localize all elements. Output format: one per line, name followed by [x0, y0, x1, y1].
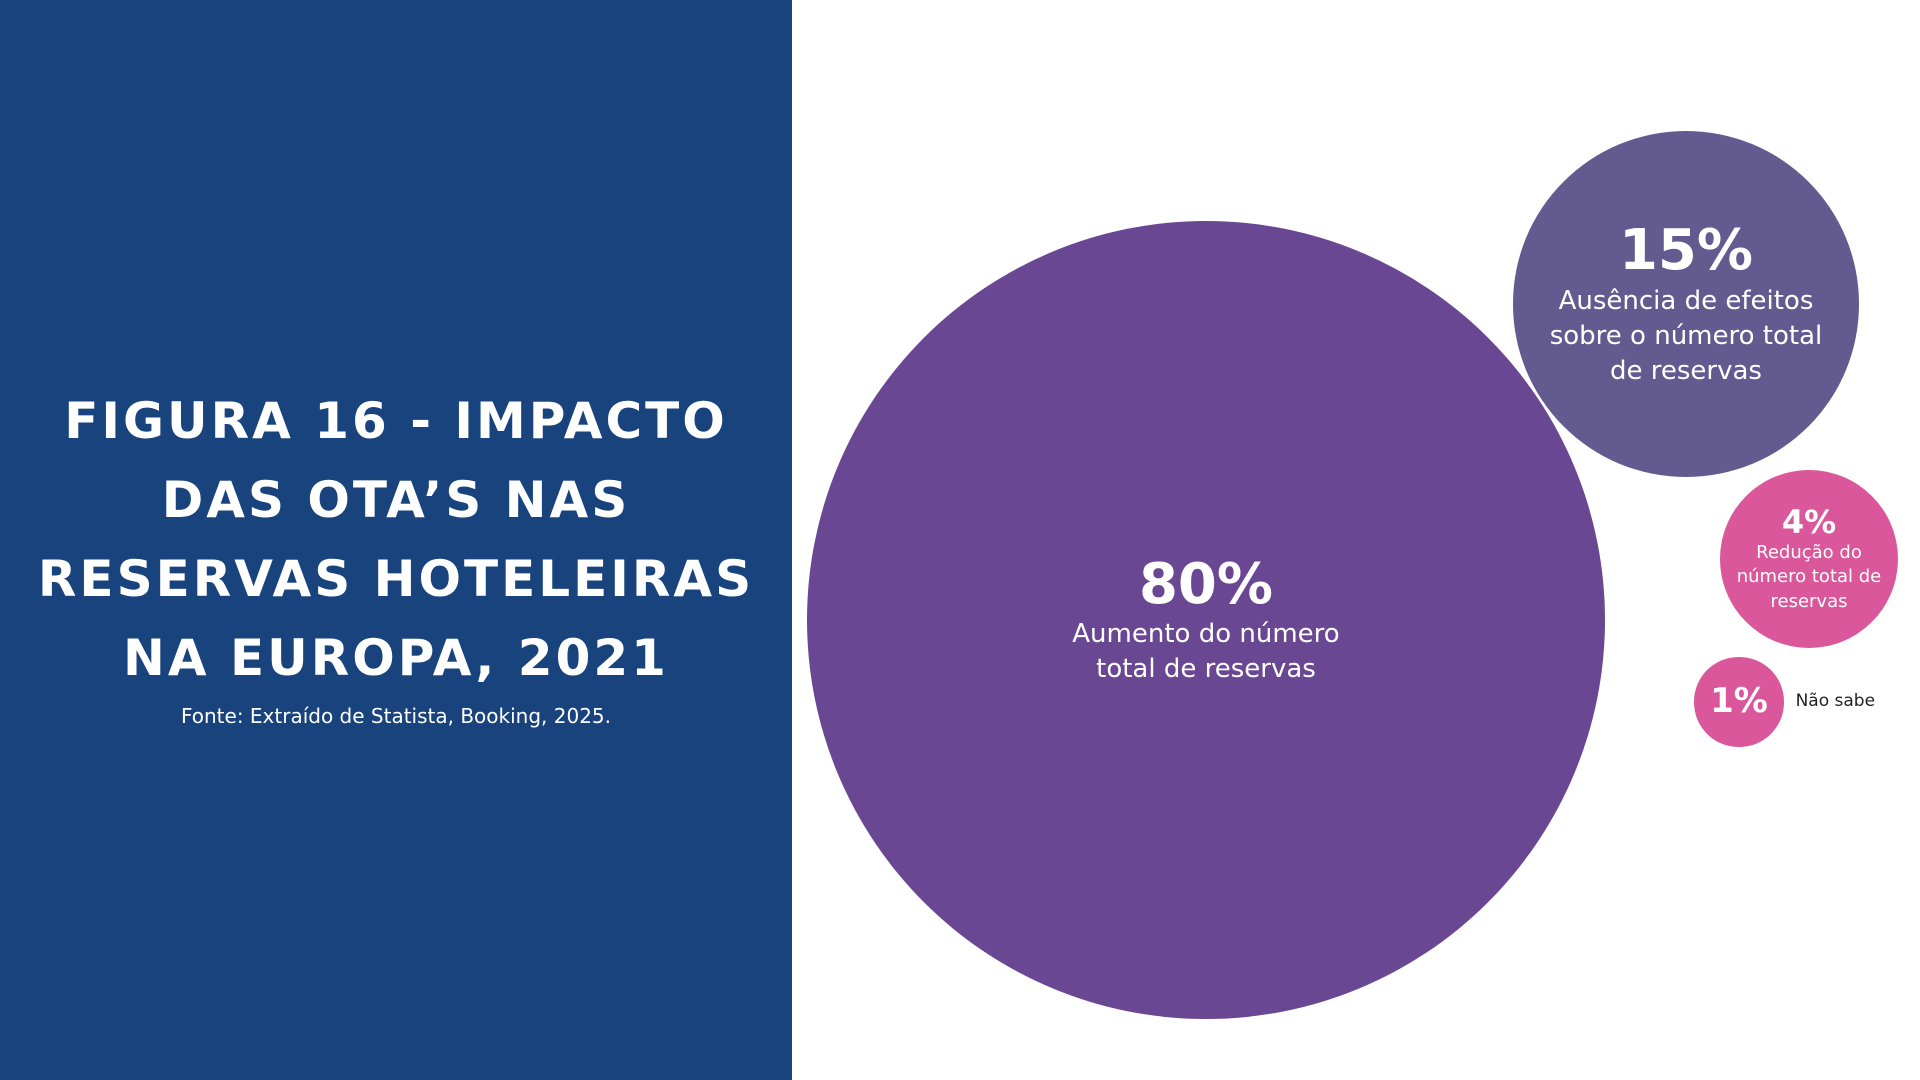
bubble: 80% Aumento do número total de reservas — [807, 221, 1605, 1019]
category-label: Redução do número total de reservas — [1736, 541, 1882, 612]
category-label: Ausência de efeitos sobre o número total… — [1549, 285, 1823, 386]
value-label: 15% — [1618, 218, 1753, 284]
value-label: 4% — [1781, 503, 1837, 542]
value-label: 1% — [1710, 681, 1768, 722]
source-note: Fonte: Extraído de Statista, Booking, 20… — [180, 704, 612, 728]
bubble: 4% Redução do número total de reservas — [1719, 469, 1899, 649]
value-label: 80% — [1138, 551, 1274, 617]
bubble: 1% — [1694, 657, 1784, 747]
title-panel: FIGURA 16 - IMPACTO DAS OTA’S NAS RESERV… — [0, 0, 792, 1080]
bubble: 15% Ausência de efeitos sobre o número to… — [1513, 131, 1859, 477]
category-label: Não sabe — [1795, 691, 1876, 711]
category-label: Aumento do número total de reservas — [1072, 619, 1340, 685]
chart-title: FIGURA 16 - IMPACTO DAS OTA’S NAS RESERV… — [37, 392, 755, 687]
